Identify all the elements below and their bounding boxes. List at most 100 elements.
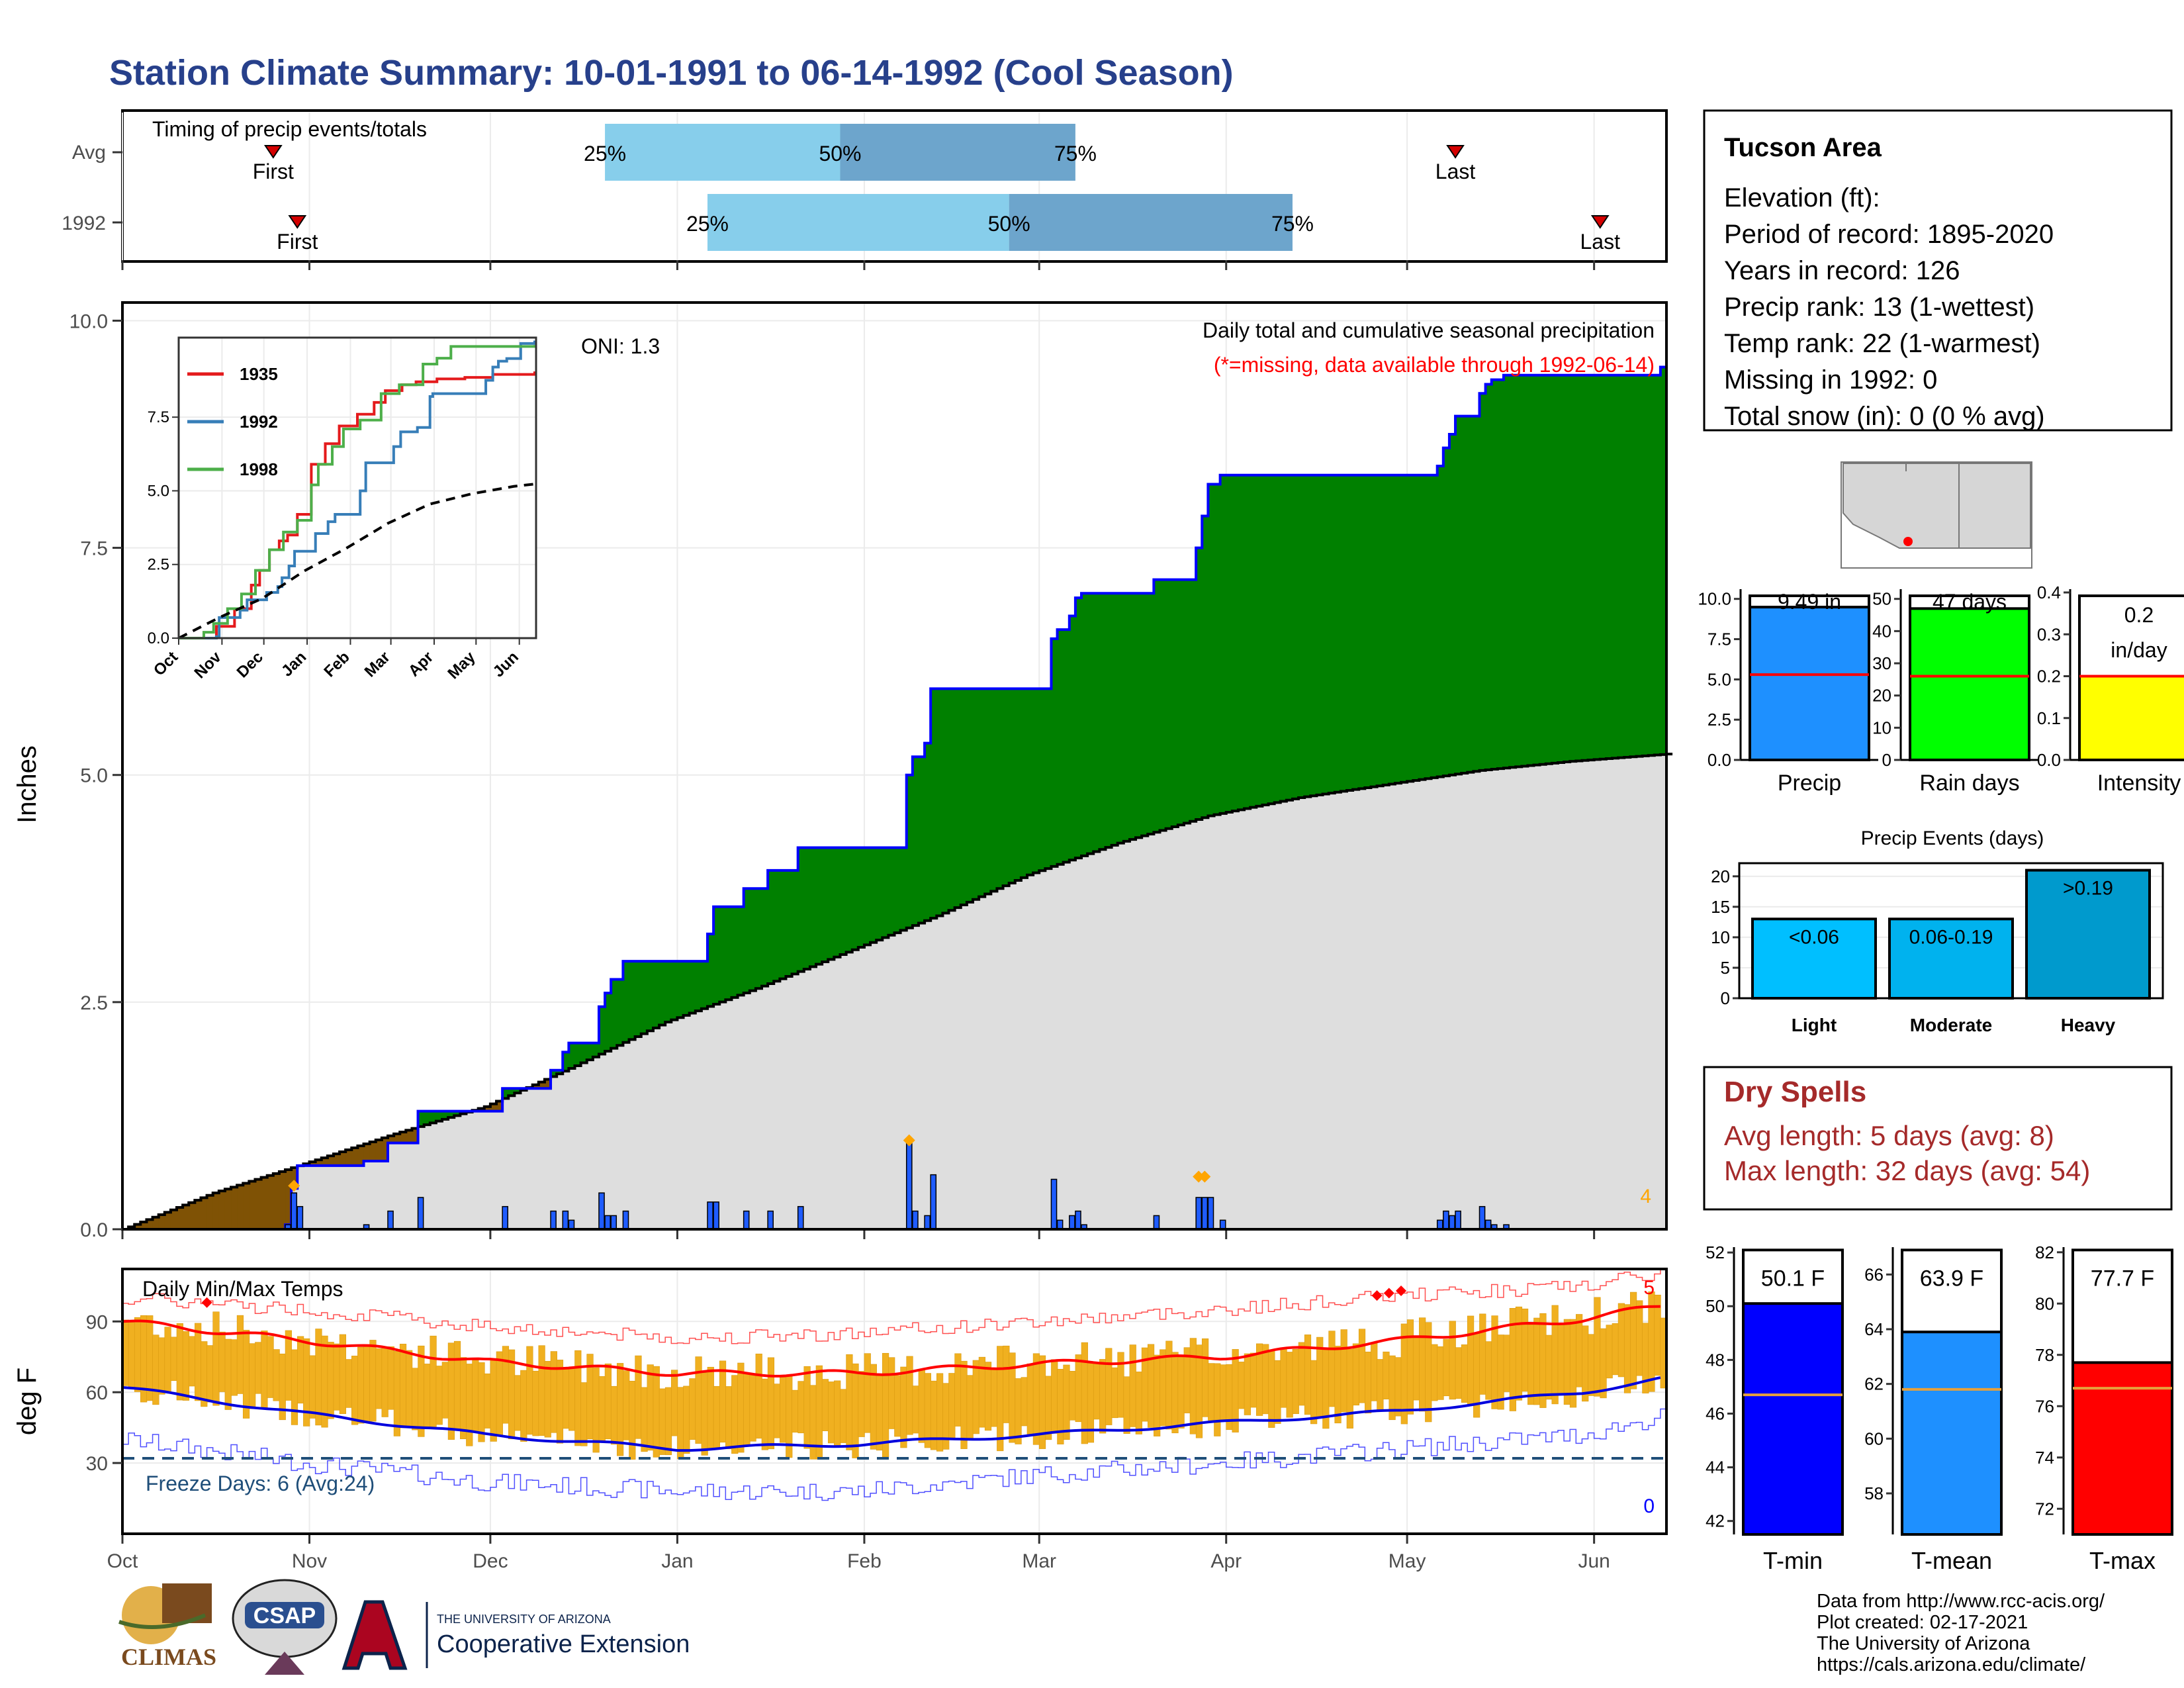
inset-chart: Oct Nov Dec Jan Feb Mar Apr May Jun0.02.55.07.51… [148,336,537,682]
ua-a-icon [341,1600,408,1670]
timing-row-label-1992: 1992 [62,212,106,234]
daily-temp-bar [1214,1363,1221,1436]
surplus-segment [954,688,962,908]
daily-temp-bar [267,1336,274,1398]
daily-temp-bar [538,1345,545,1436]
surplus-segment [1093,593,1100,852]
record-temp-marker-icon [1371,1290,1383,1301]
daily-temp-bar [1437,1346,1444,1400]
events-category-label: Heavy [2061,1015,2116,1035]
x-month-label: Dec [473,1550,508,1572]
surplus-segment [430,1111,437,1123]
daily-precip-bar [568,1219,575,1230]
x-month-label: Apr [1210,1550,1242,1572]
surplus-segment [1310,475,1318,796]
daily-precip-bar [707,1201,713,1230]
daily-temp-bar [966,1375,974,1440]
temp-ytick-label: 30 [86,1453,108,1475]
surplus-segment [1503,375,1510,769]
daily-precip-bar [1443,1210,1449,1230]
surplus-segment [1196,547,1203,820]
surplus-segment [629,961,636,1040]
daily-precip-bar [1207,1197,1214,1230]
deficit-segment [406,1130,413,1143]
surplus-segment [1576,375,1583,761]
surplus-segment [460,1111,467,1114]
surplus-segment [1570,375,1576,762]
daily-temp-bar [1026,1363,1034,1435]
surplus-segment [1533,375,1541,765]
tbar-value-label: 50.1 F [1761,1266,1825,1291]
daily-precip-bar [502,1205,508,1230]
daily-temp-bar [840,1389,847,1443]
inset-ytick-label: 0.0 [148,630,169,647]
daily-temp-bar [369,1340,377,1422]
mini-category-label: Rain days [1919,771,2019,796]
surplus-segment [1292,475,1299,799]
surplus-segment [659,961,666,1025]
surplus-segment [1183,579,1191,823]
surplus-segment [1485,384,1492,770]
daily-temp-bar [1274,1360,1281,1424]
surplus-segment [1081,593,1088,856]
events-frame [1738,862,2164,1000]
mini-ytick-label: 5.0 [1707,669,1731,689]
daily-temp-bar [496,1351,503,1436]
surplus-segment [725,906,733,1000]
deficit-segment [333,1154,340,1166]
info-precip-rank: Precip rank: 13 (1-wettest) [1724,293,2034,322]
daily-temp-bar [701,1372,708,1456]
surplus-segment [1425,475,1432,779]
temp-panel-frame [121,1268,1668,1535]
daily-precip-bar [905,1142,913,1230]
surplus-segment [1377,475,1384,786]
surplus-segment [991,688,998,892]
daily-temp-bar [1636,1300,1643,1376]
daily-temp-bar [1358,1329,1366,1403]
surplus-segment [1636,375,1643,757]
mini-ytick-label: 0.3 [2037,624,2061,644]
mini-ytick-label: 0.2 [2037,667,2061,686]
tbar-value-label: 63.9 F [1920,1266,1983,1291]
daily-temp-bar [249,1343,256,1409]
surplus-segment [809,847,817,967]
avg-min-line [122,1376,1661,1452]
daily-temp-bar [1238,1362,1245,1409]
surplus-segment [1117,593,1124,843]
daily-temp-bar [803,1366,811,1449]
tbar-ytick-label: 66 [1864,1264,1884,1284]
surplus-segment [1256,475,1263,806]
precip-ytick-label: 5.0 [80,765,108,787]
tbar-fill [1901,1331,2003,1536]
temp-title: Daily Min/Max Temps [142,1277,343,1301]
timing-first-marker-icon [263,145,283,159]
daily-temp-bar [1280,1348,1287,1408]
record-temp-marker-icon [1383,1288,1394,1299]
surplus-segment [1431,475,1438,778]
surplus-segment [858,847,865,948]
daily-temp-bar [212,1311,220,1406]
surplus-segment [1015,688,1022,880]
surplus-segment [1274,475,1281,803]
deficit-segment [140,1222,148,1229]
precip-ytick-label: 7.5 [80,538,108,560]
daily-temp-bar [924,1373,931,1448]
surplus-segment [442,1111,449,1119]
page-title: Station Climate Summary: 10-01-1991 to 0… [109,53,1234,93]
deficit-segment [400,1132,406,1143]
daily-temp-bar [1606,1325,1613,1379]
daily-temp-bar [894,1375,901,1437]
daily-temp-bar [991,1368,998,1427]
daily-temp-bar [731,1375,739,1454]
daily-temp-bar [1021,1377,1028,1427]
daily-temp-bar [876,1374,884,1451]
surplus-segment [834,847,841,957]
temp-ytick-label: 90 [86,1311,108,1333]
timing-bar-q50-q75 [840,124,1075,181]
surplus-segment [1582,375,1589,761]
surplus-segment [1154,579,1161,833]
daily-temp-bar [399,1344,407,1429]
daily-precip-bar [291,1192,298,1230]
surplus-segment [840,847,847,955]
deficit-segment [394,1133,400,1143]
